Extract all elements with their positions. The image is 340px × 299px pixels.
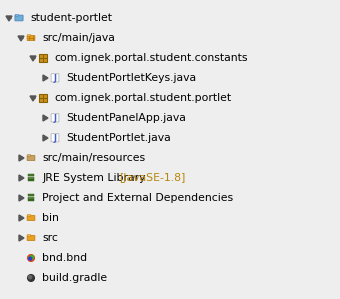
Polygon shape [19,175,24,181]
Text: com.ignek.portal.student.constants: com.ignek.portal.student.constants [54,53,248,63]
Circle shape [29,257,32,260]
Text: com.ignek.portal.student.portlet: com.ignek.portal.student.portlet [54,93,231,103]
Text: StudentPanelApp.java: StudentPanelApp.java [66,113,186,123]
Text: J: J [53,74,56,83]
Polygon shape [30,56,36,61]
Circle shape [29,276,32,279]
Bar [28,197,34,199]
FancyBboxPatch shape [51,114,59,122]
Polygon shape [18,36,24,41]
FancyBboxPatch shape [27,236,35,240]
Bar [28,174,34,176]
Text: J: J [53,134,56,143]
Text: src: src [42,233,58,243]
Bar [28,177,34,179]
FancyBboxPatch shape [15,15,23,21]
Text: [JavaSE-1.8]: [JavaSE-1.8] [119,173,185,183]
Bar [28,194,34,196]
Bar [39,94,47,102]
FancyBboxPatch shape [27,155,31,156]
FancyBboxPatch shape [27,215,31,216]
Polygon shape [19,215,24,221]
Text: JRE System Library: JRE System Library [42,173,149,183]
Bar [28,179,34,181]
Polygon shape [6,16,12,21]
Text: StudentPortletKeys.java: StudentPortletKeys.java [66,73,196,83]
Text: src/main/java: src/main/java [42,33,115,43]
FancyBboxPatch shape [51,134,59,142]
Polygon shape [30,96,36,101]
Text: bin: bin [42,213,59,223]
Bar [39,54,47,62]
Text: Project and External Dependencies: Project and External Dependencies [42,193,233,203]
Text: student-portlet: student-portlet [30,13,112,23]
FancyBboxPatch shape [27,35,31,36]
Text: bnd.bnd: bnd.bnd [42,253,87,263]
Circle shape [28,275,34,281]
Polygon shape [19,235,24,241]
Polygon shape [43,75,48,81]
Bar [28,199,34,201]
Text: StudentPortlet.java: StudentPortlet.java [66,133,171,143]
Polygon shape [43,135,48,141]
Circle shape [28,255,34,261]
Text: src/main/resources: src/main/resources [42,153,145,163]
FancyBboxPatch shape [27,36,35,40]
Text: build.gradle: build.gradle [42,273,107,283]
Polygon shape [19,155,24,161]
Polygon shape [19,195,24,201]
FancyBboxPatch shape [27,155,35,161]
FancyBboxPatch shape [27,216,35,220]
Polygon shape [43,115,48,121]
FancyBboxPatch shape [51,74,59,82]
Circle shape [30,255,34,259]
Text: J: J [53,114,56,123]
FancyBboxPatch shape [15,14,18,16]
FancyBboxPatch shape [27,235,31,237]
